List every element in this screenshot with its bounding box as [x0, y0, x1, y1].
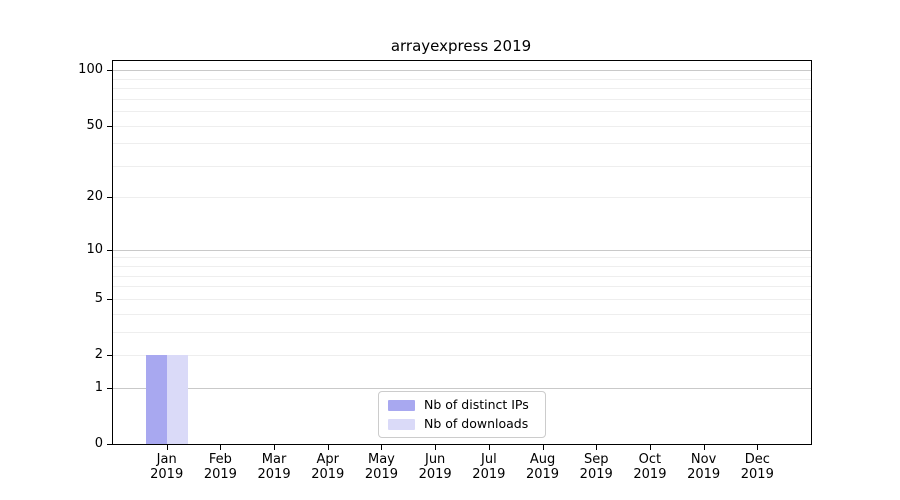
y-tick-5: [107, 298, 112, 300]
x-tick-jun: [435, 445, 437, 450]
y-tick-2: [107, 355, 112, 356]
y-tick-label-2: 2: [94, 347, 103, 362]
legend-label: Nb of downloads: [424, 416, 529, 431]
gridline-major-1: [113, 387, 811, 389]
x-tick-label-jan: Jan 2019: [150, 452, 184, 482]
gridline-minor-60: [113, 111, 811, 113]
gridline-minor-8: [113, 266, 811, 268]
x-tick-apr: [327, 445, 329, 450]
y-tick-20: [107, 197, 112, 199]
gridline-minor-9: [113, 257, 811, 259]
x-tick-nov: [703, 445, 705, 450]
x-tick-label-aug: Aug 2019: [525, 452, 560, 482]
legend-swatch-distinct-ips: [388, 399, 415, 411]
x-tick-label-may: May 2019: [364, 452, 398, 482]
gridline-minor-70: [113, 98, 811, 100]
gridline-minor-50: [113, 125, 811, 127]
y-tick-label-0: 0: [94, 436, 103, 451]
x-tick-dec: [757, 445, 759, 450]
x-tick-label-sep: Sep 2019: [579, 452, 613, 482]
y-tick-100: [107, 70, 112, 72]
legend-label: Nb of distinct IPs: [424, 397, 529, 412]
gridline-minor-5: [113, 298, 811, 300]
chart-title: arrayexpress 2019: [390, 37, 532, 55]
plot-area: [112, 60, 812, 445]
y-tick-10: [107, 249, 112, 251]
x-tick-label-apr: Apr 2019: [311, 452, 345, 482]
y-tick-label-10: 10: [86, 241, 103, 257]
gridline-minor-7: [113, 275, 811, 277]
y-tick-label-50: 50: [86, 117, 103, 133]
y-tick-label-5: 5: [94, 290, 103, 306]
bar-downloads-jan: [166, 355, 188, 444]
gridline-minor-4: [113, 313, 811, 315]
y-tick-0: [107, 444, 112, 445]
legend-swatch-downloads: [388, 418, 415, 430]
x-tick-label-jun: Jun 2019: [418, 452, 452, 482]
x-tick-oct: [649, 445, 651, 450]
y-tick-label-20: 20: [86, 189, 103, 205]
gridline-major-100: [113, 70, 811, 72]
x-tick-label-nov: Nov 2019: [687, 452, 721, 482]
x-tick-aug: [542, 445, 544, 450]
gridline-major-10: [113, 249, 811, 251]
gridline-minor-6: [113, 286, 811, 288]
y-tick-label-100: 100: [78, 62, 103, 78]
x-tick-label-dec: Dec 2019: [740, 452, 774, 482]
gridline-minor-20: [113, 197, 811, 199]
x-tick-label-oct: Oct 2019: [633, 452, 667, 482]
legend: Nb of distinct IPs Nb of downloads: [378, 391, 546, 438]
y-tick-50: [107, 125, 112, 127]
bar-distinct-ips-jan: [145, 355, 167, 444]
x-tick-jan: [166, 445, 168, 450]
x-tick-mar: [274, 445, 276, 450]
x-tick-label-mar: Mar 2019: [257, 452, 291, 482]
y-tick-label-1: 1: [94, 379, 103, 395]
x-tick-jul: [488, 445, 490, 450]
legend-entry-downloads: Nb of downloads: [388, 416, 536, 432]
x-tick-label-jul: Jul 2019: [472, 452, 506, 482]
x-tick-label-feb: Feb 2019: [203, 452, 237, 482]
gridline-minor-2: [113, 355, 811, 356]
x-tick-sep: [596, 445, 598, 450]
x-tick-feb: [220, 445, 222, 450]
gridline-minor-90: [113, 78, 811, 80]
gridline-minor-80: [113, 88, 811, 90]
y-tick-1: [107, 387, 112, 389]
gridline-minor-40: [113, 143, 811, 145]
gridline-minor-30: [113, 165, 811, 167]
gridline-minor-3: [113, 331, 811, 333]
legend-entry-distinct-ips: Nb of distinct IPs: [388, 397, 536, 413]
x-tick-may: [381, 445, 383, 450]
